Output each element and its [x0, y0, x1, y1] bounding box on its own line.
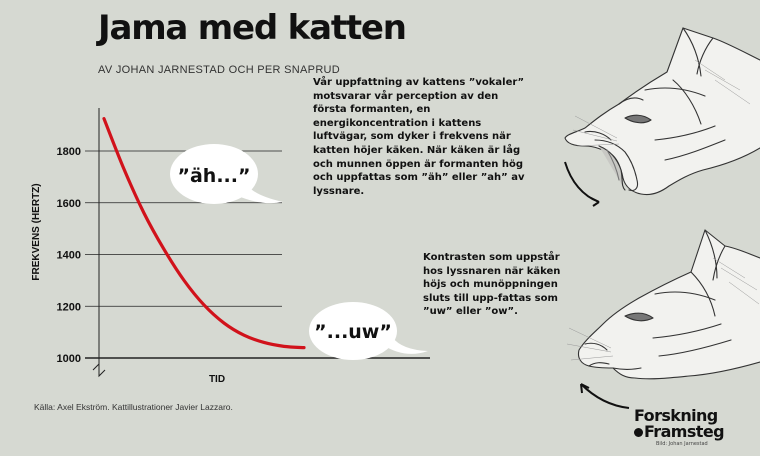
logo-line2-row: Framsteg — [634, 424, 744, 440]
axis-break-mark — [92, 362, 106, 378]
explanation-text-open-jaw: Vår uppfattning av kattens ”vokaler” mot… — [313, 77, 525, 197]
y-tick-label-1800: 1800 — [57, 146, 81, 158]
y-tick-label-1000: 1000 — [57, 353, 81, 365]
explanation-text-closed-jaw: Kontrasten som uppstår hos lyssnaren när… — [423, 252, 561, 318]
y-tick-label-1600: 1600 — [57, 198, 81, 210]
speech-bubble-ah: ”äh...” — [170, 144, 283, 204]
logo-line1: Forskning — [634, 406, 718, 425]
y-axis-label: FREKVENS (HERTZ) — [31, 183, 42, 280]
chart-tick-labels: 1000 1200 1400 1600 1800 — [57, 146, 81, 365]
speech-bubble-uw-text: ”...uw” — [314, 321, 392, 343]
y-tick-label-1400: 1400 — [57, 250, 81, 262]
frequency-curve — [102, 117, 306, 350]
chart-axis — [92, 108, 106, 378]
cat-open-mouth-illustration — [564, 27, 760, 207]
forskning-framsteg-logo: Forskning Framsteg Bild: Johan Jarnestad — [634, 408, 744, 447]
speech-bubble-uw: ”...uw” — [309, 302, 428, 360]
y-tick-label-1200: 1200 — [57, 301, 81, 313]
x-axis-label: TID — [209, 374, 225, 385]
logo-subtitle: Bild: Johan Jarnestad — [656, 441, 708, 447]
logo-line2: Framsteg — [644, 422, 725, 441]
cat-closed-mouth-illustration — [566, 229, 760, 409]
byline: AV JOHAN JARNESTAD OCH PER SNAPRUD — [98, 64, 341, 76]
page-title: Jama med katten — [98, 8, 407, 48]
logo-dot-icon — [634, 427, 643, 437]
speech-bubble-ah-text: ”äh...” — [178, 165, 251, 187]
source-credit: Källa: Axel Ekström. Kattillustrationer … — [34, 402, 233, 412]
